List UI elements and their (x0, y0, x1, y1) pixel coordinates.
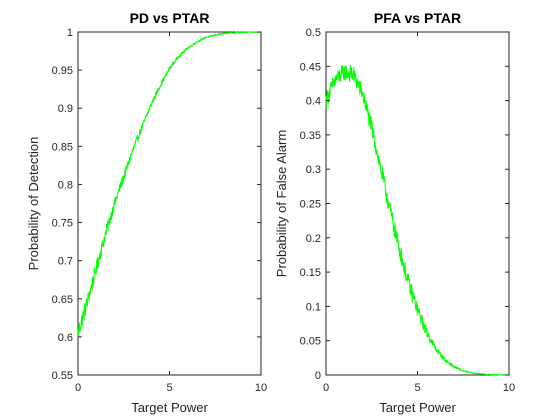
axes-box (77, 31, 262, 376)
y-tick-label: 0.45 (300, 61, 321, 73)
x-axis-label: Target Power (131, 400, 208, 415)
y-tick-label: 0.9 (58, 103, 73, 115)
y-tick-label: 0.85 (52, 141, 73, 153)
x-tick-label: 10 (503, 382, 515, 394)
y-tick-label: 0.95 (52, 65, 73, 77)
y-tick-label: 0 (315, 370, 321, 382)
x-tick-label: 0 (323, 382, 329, 394)
series-line-1 (77, 31, 262, 338)
y-tick-label: 0.65 (52, 294, 73, 306)
y-axis-label: Probability of Detection (26, 137, 41, 271)
y-tick-label: 0.15 (300, 267, 321, 279)
x-tick-label: 5 (414, 382, 420, 394)
chart-title: PD vs PTAR (130, 10, 210, 26)
axes-box (325, 31, 510, 376)
y-tick-label: 0.35 (300, 130, 321, 142)
x-axis-label: Target Power (379, 400, 456, 415)
y-tick-label: 0.05 (300, 336, 321, 348)
y-tick-label: 0.6 (58, 332, 73, 344)
y-tick-label: 0.55 (52, 370, 73, 382)
y-axis-label: Probability of False Alarm (274, 130, 289, 277)
y-tick-label: 1 (67, 27, 73, 39)
x-tick-label: 10 (255, 382, 267, 394)
chart-title: PFA vs PTAR (374, 10, 461, 26)
y-tick-label: 0.8 (58, 179, 73, 191)
y-tick-label: 0.3 (306, 164, 321, 176)
x-tick-label: 0 (75, 382, 81, 394)
y-tick-label: 0.7 (58, 256, 73, 268)
subplot-2: 0 5 10 0 0.05 0.1 0.15 0.2 0.25 0.3 0.35 0.4 0.45 0.5… (274, 10, 515, 415)
y-tick-label: 0.75 (52, 218, 73, 230)
y-tick-label: 0.2 (306, 233, 321, 245)
subplot-1: 0 5 10 0.55 0.6 0.65 0.7 0.75 0.8 0.85 0.9 0.95 1 PD … (26, 10, 267, 415)
y-tick-label: 0.4 (306, 96, 321, 108)
y-tick-label: 0.5 (306, 27, 321, 39)
x-tick-label: 5 (166, 382, 172, 394)
y-tick-label: 0.1 (306, 301, 321, 313)
y-tick-label: 0.25 (300, 199, 321, 211)
series-line-2 (325, 64, 510, 376)
